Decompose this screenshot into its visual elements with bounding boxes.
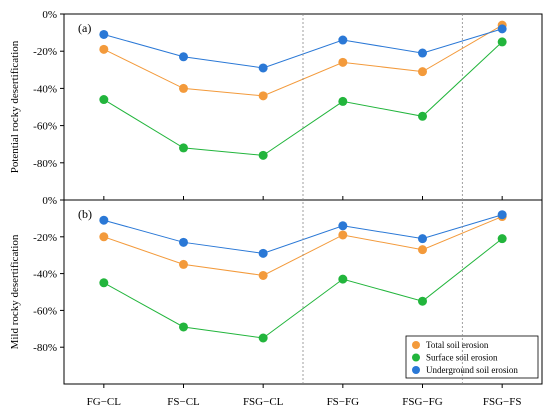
y-tick-label: -20% — [33, 232, 57, 244]
legend: Total soil erosion Surface soil erosion Un… — [405, 335, 539, 379]
y-tick-label: 0% — [42, 9, 57, 21]
data-point — [99, 232, 109, 242]
y-axis-title: Mild rocky desertification — [9, 234, 21, 349]
data-point — [338, 274, 348, 284]
x-axis: FG−CL FS−CL FSG−CL FS−FG FSG−FG FSG−FS — [87, 196, 522, 408]
legend-marker-0 — [412, 341, 420, 349]
data-point — [179, 52, 188, 62]
data-point — [497, 234, 507, 244]
y-tick-label: -80% — [33, 342, 57, 354]
legend-box — [405, 335, 539, 379]
data-point — [338, 230, 348, 240]
data-point — [258, 270, 268, 280]
data-point — [99, 95, 109, 105]
series-line-1 — [103, 41, 503, 156]
data-point — [179, 322, 188, 332]
panel-label: (a) — [78, 21, 91, 35]
series-line-1 — [103, 238, 503, 339]
y-tick-label: 0% — [42, 195, 57, 207]
data-point — [99, 278, 109, 288]
data-point — [497, 210, 507, 220]
data-point — [179, 83, 188, 93]
data-point — [99, 44, 109, 54]
data-point — [418, 296, 427, 306]
x-tick-label: FSG−FG — [402, 396, 443, 408]
y-tick-label: -60% — [33, 305, 57, 317]
data-point — [418, 111, 427, 121]
legend-label-1: Surface soil erosion — [426, 353, 498, 363]
data-point — [418, 234, 427, 244]
data-point — [338, 57, 348, 67]
data-point — [99, 29, 109, 39]
data-point — [497, 24, 507, 34]
y-tick-label: -80% — [33, 158, 57, 170]
data-point — [338, 35, 348, 45]
y-tick-label: -20% — [33, 46, 57, 58]
x-tick-label: FS−FG — [327, 396, 360, 408]
legend-label-2: Underground soil erosion — [426, 365, 518, 375]
legend-marker-1 — [412, 353, 420, 362]
legend-label-0: Total soil erosion — [426, 340, 489, 350]
x-tick-label: FS−CL — [167, 396, 200, 408]
data-point — [418, 245, 427, 255]
x-tick-label: FSG−FS — [483, 396, 522, 408]
x-tick-label: FSG−CL — [243, 396, 284, 408]
data-point — [258, 63, 268, 73]
data-point — [258, 150, 268, 160]
data-point — [258, 248, 268, 258]
y-tick-label: -40% — [33, 269, 57, 281]
data-point — [99, 215, 109, 225]
panel-label: (b) — [78, 207, 92, 221]
series-line-2 — [103, 28, 503, 69]
data-point — [179, 259, 188, 269]
data-point — [258, 333, 268, 343]
data-point — [418, 48, 427, 58]
data-point — [497, 37, 507, 47]
y-tick-label: -60% — [33, 121, 57, 133]
data-point — [179, 143, 188, 153]
data-point — [258, 91, 268, 101]
data-point — [338, 96, 348, 106]
x-tick-label: FG−CL — [87, 396, 122, 408]
data-point — [418, 67, 427, 77]
data-point — [179, 237, 188, 247]
y-axis-title: Potential rocky desertification — [9, 40, 21, 173]
panel-a: 0% -20% -40% -60% -80% Potential rocky desert… — [9, 9, 543, 201]
y-tick-label: -40% — [33, 83, 57, 95]
legend-marker-2 — [412, 366, 420, 374]
data-point — [338, 221, 348, 231]
